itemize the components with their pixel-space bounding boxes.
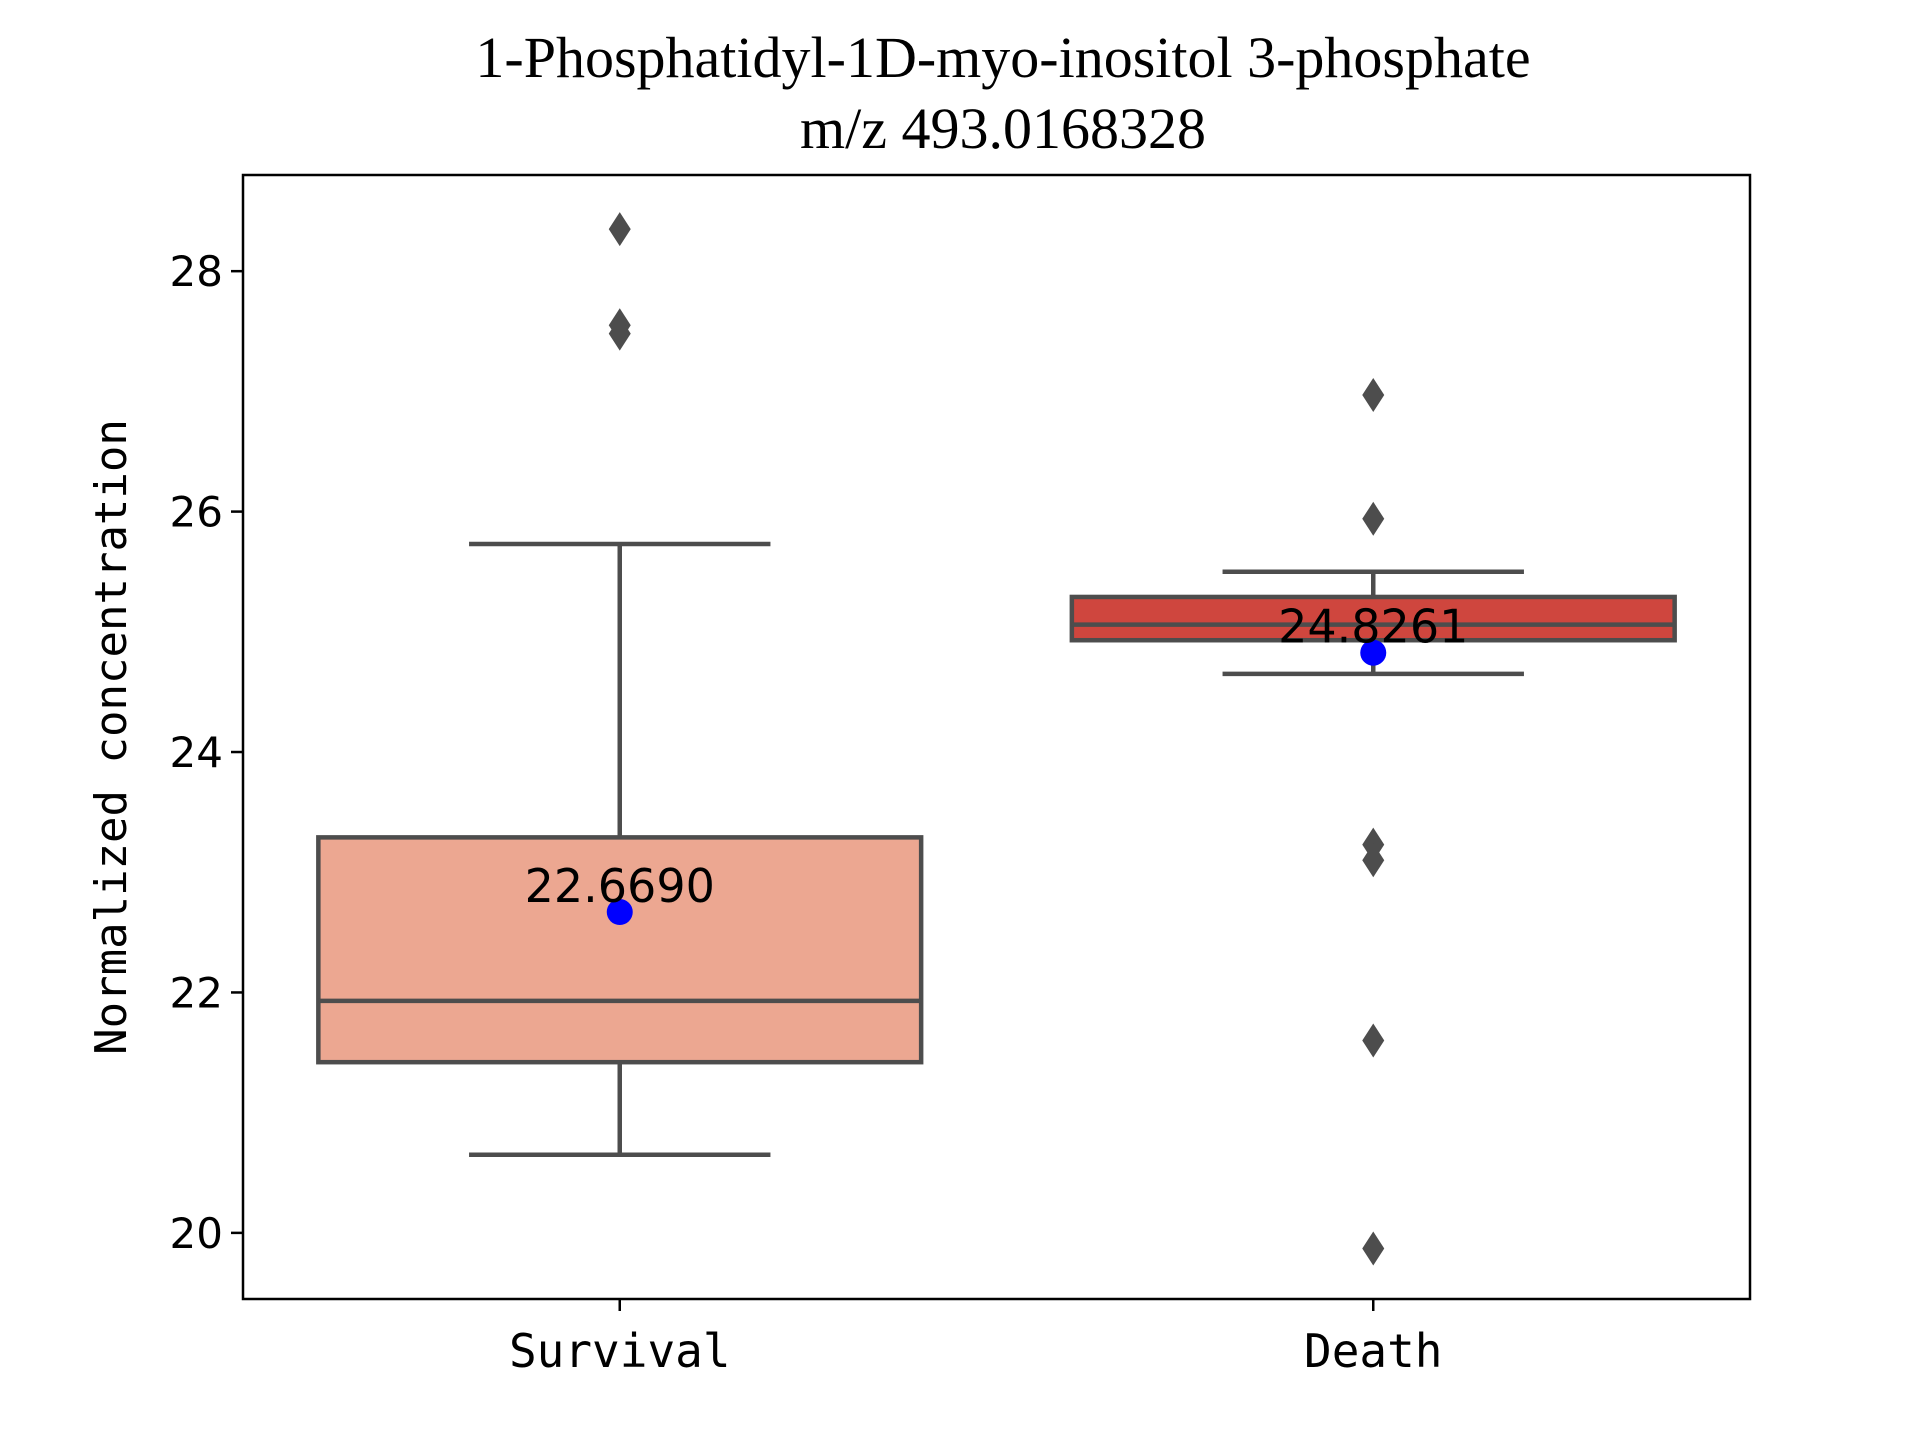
x-tick-label-survival: Survival (509, 1324, 731, 1378)
iqr-box (1069, 594, 1677, 643)
outlier-point (608, 212, 631, 247)
box-group-death: 24.8261 (1069, 377, 1677, 1266)
outlier-point (1362, 501, 1385, 536)
outlier-point (608, 316, 631, 351)
chart-title-line-1: 1-Phosphatidyl-1D-myo-inositol 3-phospha… (475, 25, 1530, 90)
outlier-point (1362, 1231, 1385, 1266)
mean-marker (1360, 639, 1387, 666)
plot-area: 20 22 24 26 28 22.6690 24.8261 Survival Death (170, 212, 1677, 1378)
plot-frame (241, 173, 1752, 1301)
y-tick-label: 24 (170, 728, 223, 777)
y-tick-label: 22 (170, 968, 223, 1017)
outlier-point (1362, 843, 1385, 878)
box-group-survival: 22.6690 (316, 212, 924, 1157)
y-tick-label: 20 (170, 1209, 223, 1258)
mean-value-label: 22.6690 (525, 859, 715, 913)
x-tick-label-death: Death (1304, 1324, 1442, 1378)
y-tick-label: 26 (170, 488, 223, 537)
y-axis-label: Normalized concentration (86, 419, 137, 1055)
chart-title-line-2: m/z 493.0168328 (800, 96, 1206, 161)
mean-value-label: 24.8261 (1278, 600, 1468, 654)
outlier-point (1362, 377, 1385, 412)
mean-marker (606, 899, 633, 926)
iqr-box (316, 835, 924, 1065)
outlier-point (1362, 1023, 1385, 1058)
y-tick-label: 28 (170, 247, 223, 296)
